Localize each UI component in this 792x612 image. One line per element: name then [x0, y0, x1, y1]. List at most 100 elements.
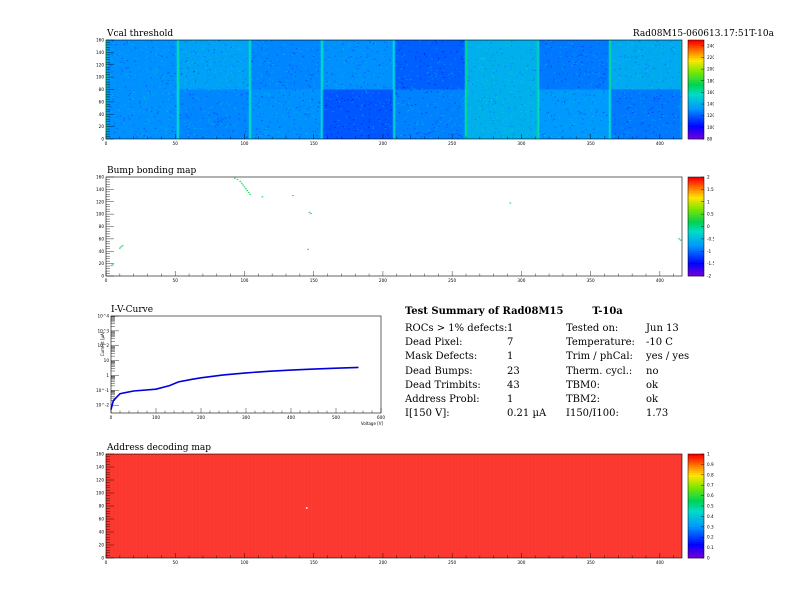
vcal-pixel — [562, 66, 564, 68]
vcal-pixel — [418, 131, 420, 133]
vcal-pixel — [468, 80, 470, 82]
vcal-pixel — [183, 70, 185, 72]
vcal-pixel — [362, 106, 364, 108]
vcal-pixel — [122, 106, 124, 108]
vcal-pixel — [411, 104, 414, 106]
vcal-pixel — [454, 104, 456, 106]
vcal-pixel — [216, 130, 218, 132]
vcal-pixel — [626, 96, 629, 98]
vcal-pixel — [436, 120, 438, 122]
vcal-pixel — [203, 59, 205, 61]
vcal-pixel — [172, 46, 174, 48]
summary-title: Test Summary of Rad08M15 T-10a — [405, 306, 623, 317]
vcal-pixel — [582, 67, 584, 69]
vcal-pixel — [673, 118, 675, 120]
vcal-pixel — [604, 137, 607, 139]
vcal-colorbar-cell — [688, 137, 704, 140]
vcal-pixel — [345, 116, 348, 118]
vcal-pixel — [627, 47, 629, 49]
vcal-pixel — [430, 115, 432, 117]
vcal-pixel — [160, 55, 162, 57]
vcal-pixel — [171, 94, 174, 96]
vcal-pixel — [145, 137, 147, 139]
vcal-colorbar-cell — [688, 117, 704, 120]
addr-colorbar-label: 0 — [707, 556, 710, 561]
vcal-pixel — [401, 78, 403, 80]
vcal-pixel — [490, 129, 492, 131]
vcal-pixel — [601, 95, 603, 97]
vcal-pixel — [598, 129, 600, 131]
bump-x-tick-label: 150 — [310, 278, 318, 283]
vcal-pixel — [640, 86, 642, 88]
vcal-pixel — [597, 86, 600, 88]
vcal-pixel — [615, 52, 617, 54]
vcal-pixel — [301, 127, 303, 129]
vcal-pixel — [626, 108, 628, 110]
vcal-pixel — [588, 77, 590, 79]
vcal-pixel — [349, 46, 351, 48]
vcal-pixel — [327, 67, 329, 69]
vcal-pixel — [551, 115, 553, 117]
vcal-pixel — [593, 124, 595, 126]
vcal-pixel — [319, 102, 321, 104]
vcal-pixel — [231, 67, 233, 69]
vcal-pixel — [659, 116, 661, 118]
bump-colorbar-label: 2 — [707, 175, 710, 180]
vcal-pixel — [115, 130, 117, 132]
vcal-pixel — [305, 136, 307, 138]
vcal-pixel — [468, 68, 470, 70]
vcal-pixel — [116, 55, 118, 57]
vcal-pixel — [368, 75, 370, 77]
iv-y-tick-label: 10^-2 — [96, 403, 109, 408]
vcal-pixel — [592, 101, 594, 103]
vcal-pixel — [408, 124, 410, 126]
vcal-pixel — [621, 62, 623, 64]
vcal-pixel — [264, 60, 266, 62]
vcal-pixel — [646, 70, 648, 72]
vcal-pixel — [157, 112, 159, 114]
vcal-pixel — [470, 42, 472, 44]
vcal-pixel — [334, 137, 336, 139]
iv-y-tick-label: 1 — [106, 373, 109, 378]
vcal-pixel — [311, 56, 314, 58]
vcal-pixel — [336, 59, 338, 61]
vcal-pixel — [246, 84, 248, 86]
vcal-pixel — [461, 40, 463, 42]
vcal-pixel — [627, 117, 629, 119]
vcal-pixel — [235, 110, 237, 112]
summary-value: -10 C — [646, 337, 673, 349]
vcal-pixel — [298, 48, 301, 50]
vcal-pixel — [499, 51, 501, 53]
vcal-pixel — [154, 116, 157, 118]
vcal-pixel — [427, 80, 429, 82]
vcal-pixel — [118, 112, 121, 114]
vcal-pixel — [394, 87, 396, 89]
vcal-pixel — [425, 132, 428, 134]
vcal-pixel — [232, 66, 235, 68]
vcal-pixel — [521, 48, 523, 50]
vcal-pixel — [658, 44, 660, 46]
vcal-pixel — [457, 72, 459, 74]
vcal-pixel — [277, 50, 280, 52]
vcal-pixel — [133, 98, 135, 100]
vcal-pixel — [203, 90, 205, 92]
vcal-pixel — [510, 55, 512, 57]
vcal-roc-block — [178, 89, 250, 139]
vcal-pixel — [467, 83, 469, 85]
vcal-pixel — [540, 49, 542, 51]
summary-value: 43 — [507, 379, 520, 391]
vcal-pixel — [614, 94, 616, 96]
vcal-pixel — [290, 65, 293, 67]
vcal-pixel — [329, 77, 331, 79]
vcal-pixel — [325, 98, 327, 100]
vcal-pixel — [593, 107, 595, 109]
vcal-pixel — [457, 108, 459, 110]
vcal-pixel — [208, 119, 210, 121]
vcal-pixel — [415, 114, 417, 116]
vcal-pixel — [138, 44, 141, 46]
vcal-pixel — [551, 42, 553, 44]
vcal-pixel — [282, 134, 284, 136]
vcal-pixel — [215, 65, 218, 67]
vcal-pixel — [487, 90, 489, 92]
